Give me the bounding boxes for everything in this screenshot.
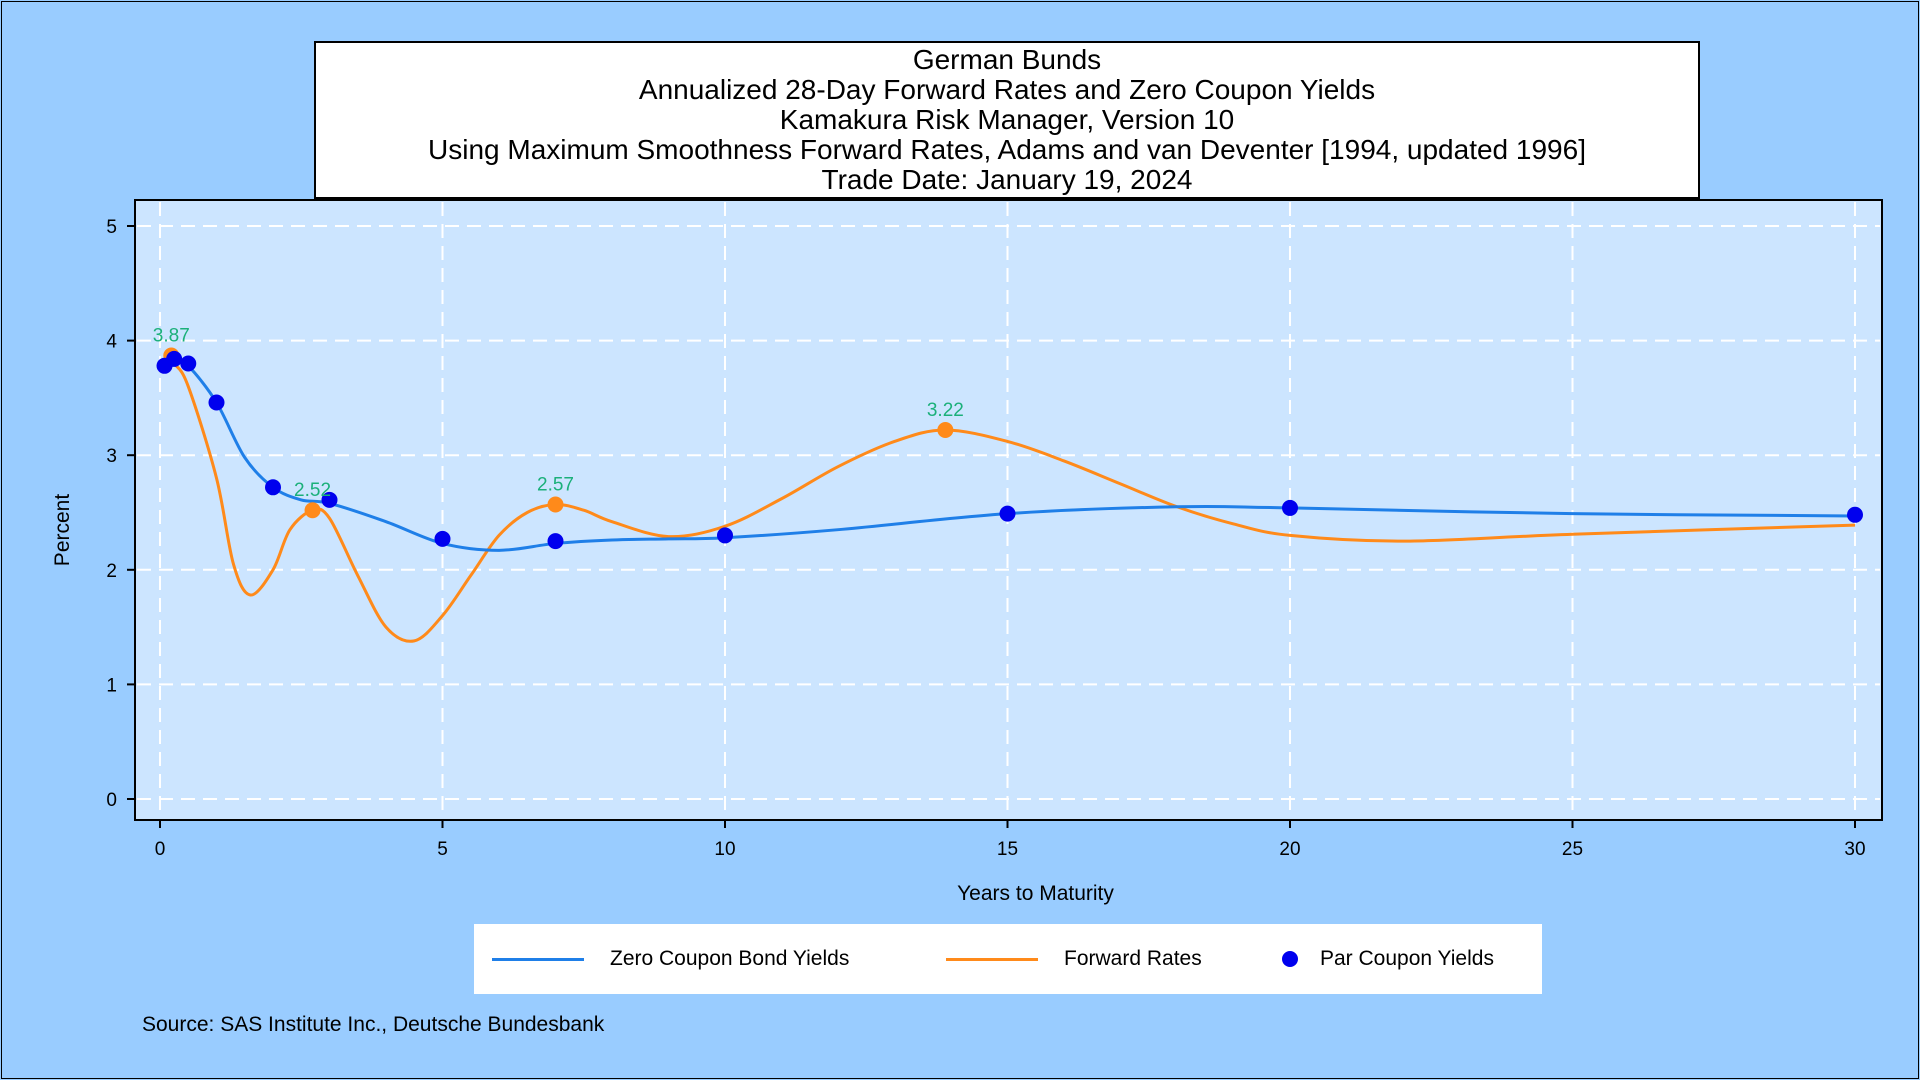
x-tick-label: 30 <box>1844 839 1865 860</box>
source-note: Source: SAS Institute Inc., Deutsche Bun… <box>142 1013 605 1036</box>
series-line-forward <box>163 354 1856 643</box>
legend-item-par: Par Coupon Yields <box>1282 924 1494 994</box>
y-tick-label: 4 <box>106 332 117 353</box>
forward-marker <box>547 496 564 513</box>
forward-marker <box>304 502 321 519</box>
legend-label-forward: Forward Rates <box>1064 947 1202 970</box>
chart-subtitle-3: Using Maximum Smoothness Forward Rates, … <box>428 134 1586 165</box>
y-tick-label: 0 <box>106 790 117 811</box>
x-axis-label: Years to Maturity <box>957 882 1114 905</box>
x-tick-label: 5 <box>437 839 448 860</box>
par-yield-point <box>166 350 183 367</box>
legend-label-par: Par Coupon Yields <box>1320 947 1494 970</box>
y-tick-label: 5 <box>106 217 117 238</box>
par-yield-point <box>434 530 451 547</box>
par-yield-point <box>547 533 564 550</box>
y-tick-label: 2 <box>106 561 117 582</box>
x-tick-label: 10 <box>714 839 735 860</box>
x-tick-label: 25 <box>1562 839 1583 860</box>
par-yield-point <box>265 479 281 496</box>
par-yield-point <box>999 505 1016 522</box>
forward-data-label: 2.52 <box>294 480 331 501</box>
par-yield-point <box>208 394 225 411</box>
forward-marker <box>937 421 954 438</box>
plot-layer: 0 5 10 15 20 25 30 0 1 2 3 4 5 Years to Maturity Perce… <box>51 199 1883 905</box>
par-yield-point <box>321 491 338 508</box>
chart-subtitle-2: Kamakura Risk Manager, Version 10 <box>779 104 1235 135</box>
legend-item-forward: Forward Rates <box>946 924 1202 994</box>
title-box: German Bunds Annualized 28-Day Forward R… <box>314 41 1700 199</box>
legend: Zero Coupon Bond Yields Forward Rates Pa… <box>474 924 1542 994</box>
par-yield-point <box>1847 506 1863 523</box>
chart-subtitle-1: Annualized 28-Day Forward Rates and Zero… <box>638 74 1376 105</box>
par-yield-point <box>717 527 733 544</box>
x-tick-label: 0 <box>155 839 166 860</box>
forward-data-label: 3.87 <box>153 325 190 346</box>
legend-label-zero: Zero Coupon Bond Yields <box>610 947 850 970</box>
chart-subtitle-4: Trade Date: January 19, 2024 <box>821 164 1193 195</box>
y-axis-label: Percent <box>51 494 74 567</box>
x-tick-label: 15 <box>997 839 1018 860</box>
par-yield-point <box>1282 499 1298 516</box>
forward-data-label: 2.57 <box>537 474 574 495</box>
legend-swatch-forward <box>946 957 1038 961</box>
legend-swatch-zero <box>492 957 584 961</box>
legend-swatch-par <box>1282 951 1298 967</box>
par-yield-point <box>180 355 197 372</box>
y-tick-label: 3 <box>106 446 117 467</box>
x-tick-label: 20 <box>1279 839 1300 860</box>
forward-data-label: 3.22 <box>927 400 964 421</box>
y-tick-label: 1 <box>106 675 117 696</box>
legend-item-zero: Zero Coupon Bond Yields <box>492 924 849 994</box>
chart-title: German Bunds <box>912 44 1102 75</box>
